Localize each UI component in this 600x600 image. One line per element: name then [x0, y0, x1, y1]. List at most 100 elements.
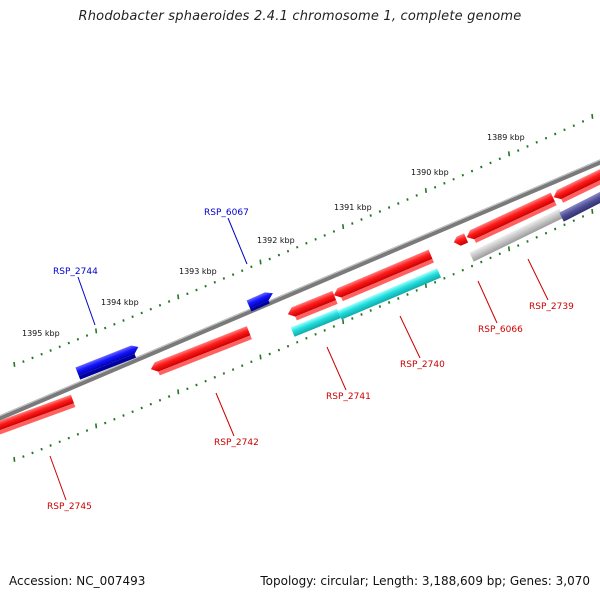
outer-minor-tick: [58, 345, 61, 349]
outer-minor-tick: [67, 341, 70, 345]
outer-minor-tick: [498, 157, 501, 161]
genome-summary: Topology: circular; Length: 3,188,609 bp…: [260, 574, 590, 588]
inner-minor-tick: [40, 447, 43, 451]
leader-rsp-6067: [227, 217, 248, 265]
outer-minor-tick: [231, 273, 235, 276]
inner-minor-tick: [113, 417, 116, 421]
inner-minor-tick: [544, 231, 548, 235]
outer-minor-tick: [22, 360, 25, 363]
chromosome-backbone: [0, 159, 600, 421]
gene-rsp-2739[interactable]: [465, 192, 557, 246]
gene-label-rsp-2744: RSP_2744: [53, 267, 98, 277]
outer-minor-tick: [443, 181, 446, 185]
inner-minor-tick: [461, 268, 464, 272]
inner-minor-tick: [535, 235, 538, 239]
inner-minor-tick: [22, 455, 25, 458]
outer-minor-tick: [544, 136, 548, 140]
inner-minor-tick: [149, 402, 152, 406]
outer-major-tick: [424, 188, 427, 193]
inner-major-tick: [177, 389, 180, 395]
outer-minor-tick: [140, 311, 143, 315]
inner-minor-tick: [526, 240, 529, 243]
tick-label-1392: 1392 kbp: [257, 236, 295, 245]
gene-rsp-6066[interactable]: [452, 233, 469, 247]
outer-major-tick: [13, 361, 16, 367]
leader-rsp-2744: [77, 276, 96, 326]
outer-minor-tick: [563, 128, 566, 132]
tick-label-1391: 1391 kbp: [334, 203, 372, 212]
inner-minor-tick: [222, 372, 226, 375]
outer-minor-tick: [31, 356, 34, 360]
inner-major-tick: [507, 246, 511, 252]
outer-minor-tick: [49, 349, 52, 352]
inner-minor-tick: [351, 317, 354, 320]
gene-rsp-2745[interactable]: [0, 394, 76, 437]
outer-minor-tick: [406, 198, 409, 201]
leader-rsp-2741: [326, 346, 347, 391]
outer-minor-tick: [314, 238, 317, 241]
outer-major-tick: [591, 113, 594, 119]
inner-minor-tick: [581, 215, 585, 218]
feature-purple-next: [559, 189, 600, 222]
inner-minor-tick: [332, 325, 336, 328]
outer-minor-tick: [554, 132, 557, 136]
outer-minor-tick: [158, 303, 162, 307]
gene-label-rsp-6067: RSP_6067: [204, 208, 249, 218]
inner-minor-tick: [241, 364, 244, 368]
accession-label: Accession: NC_007493: [9, 574, 146, 588]
outer-minor-tick: [222, 277, 226, 280]
gene-label-rsp-2745: RSP_2745: [47, 502, 92, 512]
inner-minor-tick: [572, 219, 575, 222]
inner-minor-tick: [213, 375, 216, 379]
leader-rsp-2742: [215, 392, 235, 437]
inner-minor-tick: [314, 333, 317, 336]
outer-minor-tick: [470, 169, 474, 173]
inner-minor-tick: [186, 387, 189, 391]
outer-minor-tick: [305, 241, 308, 245]
inner-minor-tick: [397, 297, 400, 300]
outer-minor-tick: [195, 288, 198, 292]
leader-rsp-6066: [477, 280, 498, 324]
gene-rsp-2744[interactable]: [75, 343, 141, 380]
outer-major-tick: [95, 328, 98, 334]
inner-minor-tick: [470, 264, 474, 268]
outer-minor-tick: [323, 234, 326, 237]
gene-rsp-2741[interactable]: [286, 290, 338, 323]
outer-minor-tick: [149, 307, 152, 311]
inner-minor-tick: [140, 406, 143, 410]
inner-tick-track: [13, 208, 594, 462]
outer-minor-tick: [581, 120, 585, 123]
tick-label-1394: 1394 kbp: [101, 298, 139, 307]
gene-next-red[interactable]: [551, 166, 600, 206]
inner-minor-tick: [31, 451, 34, 455]
outer-minor-tick: [535, 140, 538, 144]
inner-minor-tick: [85, 429, 89, 432]
inner-minor-tick: [158, 398, 162, 402]
outer-minor-tick: [113, 322, 116, 326]
outer-minor-tick: [40, 352, 43, 356]
gene-rsp-6067[interactable]: [246, 290, 277, 312]
inner-minor-tick: [268, 352, 271, 356]
inner-minor-tick: [443, 276, 446, 280]
outer-minor-tick: [104, 326, 107, 330]
inner-minor-tick: [406, 293, 409, 296]
tick-label-1389: 1389 kbp: [487, 133, 525, 142]
feature-cyan-rsp-2740: [337, 268, 441, 320]
tick-label-1390: 1390 kbp: [411, 168, 449, 177]
inner-minor-tick: [167, 395, 171, 398]
gene-rsp-2740[interactable]: [332, 249, 434, 304]
inner-minor-tick: [76, 432, 80, 436]
outer-minor-tick: [360, 218, 363, 221]
inner-major-tick: [342, 319, 345, 325]
feature-grey-rsp-2739: [469, 208, 564, 262]
inner-minor-tick: [360, 313, 363, 316]
outer-minor-tick: [213, 280, 216, 284]
outer-minor-tick: [268, 257, 271, 261]
gene-rsp-2742[interactable]: [149, 326, 252, 378]
inner-minor-tick: [250, 360, 253, 364]
inner-minor-tick: [387, 301, 391, 304]
inner-major-tick: [259, 354, 262, 360]
tick-label-1395: 1395 kbp: [22, 329, 60, 338]
inner-minor-tick: [452, 272, 455, 276]
gene-label-rsp-2740: RSP_2740: [400, 360, 445, 370]
